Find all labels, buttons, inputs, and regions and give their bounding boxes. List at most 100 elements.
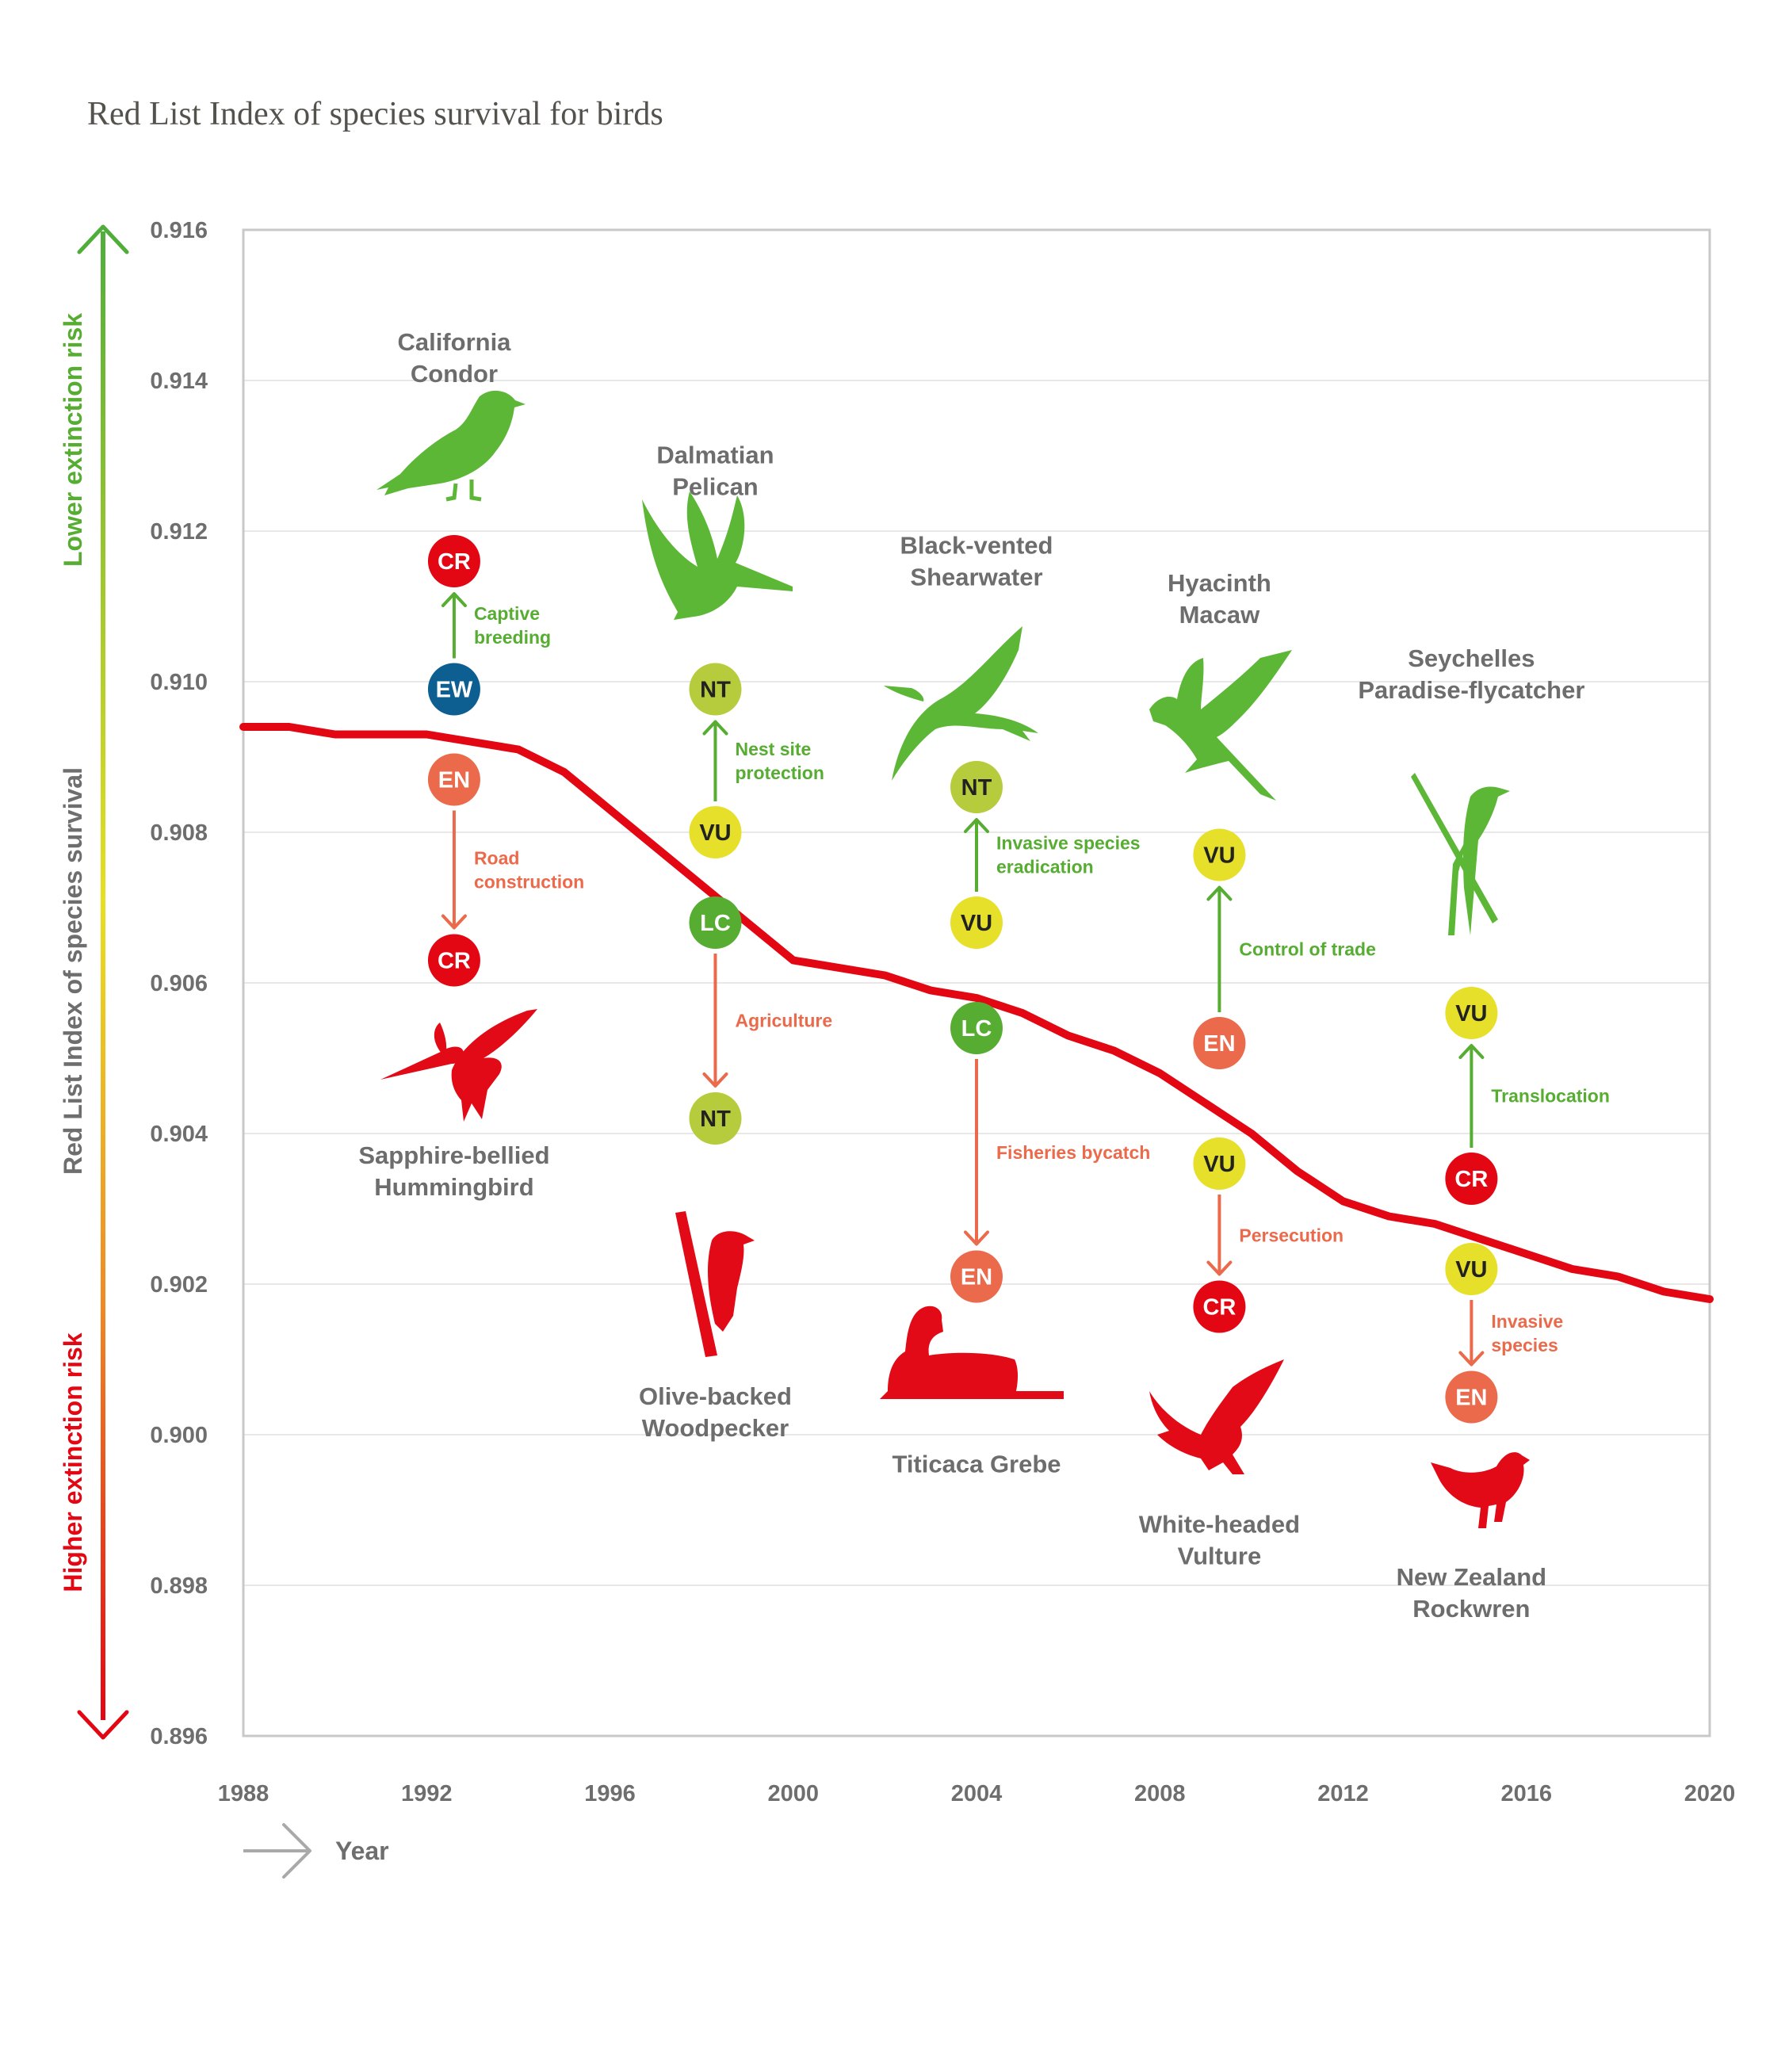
bird-name-label: Macaw	[1179, 601, 1261, 629]
action-label: Nest site	[735, 739, 811, 759]
action-label: Invasive species	[996, 833, 1141, 854]
bird-name-label: Woodpecker	[642, 1414, 789, 1442]
status-badge-label: VU	[1203, 843, 1235, 869]
status-badge-cr	[1193, 1280, 1246, 1333]
x-tick-label: 2012	[1317, 1781, 1369, 1806]
bird-name-label: Pelican	[672, 473, 759, 501]
annotation-down: LC EN Fisheries bycatch Titicaca Grebe	[892, 1002, 1150, 1478]
status-badge-label: NT	[700, 1107, 731, 1132]
x-tick-label: 2016	[1500, 1781, 1552, 1806]
california-condor-icon	[376, 390, 526, 502]
lower-risk-label: Lower extinction risk	[59, 313, 87, 567]
status-badge-lc	[689, 896, 742, 949]
annotation-up: EW CR Captive breeding California Condor	[397, 328, 551, 716]
status-badge-label: CR	[438, 549, 471, 575]
status-badge-nt	[950, 761, 1003, 813]
y-tick-label: 0.904	[150, 1122, 208, 1147]
status-badge-cr	[1445, 1153, 1498, 1205]
status-badge-vu	[689, 806, 742, 858]
lower-risk-arrowhead	[77, 224, 129, 254]
change-arrowhead-icon	[1458, 1044, 1485, 1059]
action-label: Control of trade	[1239, 939, 1376, 959]
status-change-annotations: EW CR Captive breeding California Condor EN CR R…	[358, 328, 1610, 1623]
action-label: Captive	[474, 603, 540, 624]
rli-trend-line	[239, 723, 1714, 1303]
status-badge-vu	[1193, 1137, 1246, 1190]
annotation-down: EN CR Road construction Sapphire-bellied Humm…	[358, 753, 584, 1201]
bird-name-label: Paradise-flycatcher	[1358, 676, 1584, 704]
action-label: Fisheries bycatch	[996, 1142, 1150, 1163]
change-arrowhead-icon	[441, 914, 467, 930]
y-tick-label: 0.896	[150, 1724, 208, 1749]
y-tick-labels: 0.896 0.898 0.900 0.902 0.904 0.906 0.908 0.910…	[150, 218, 208, 1749]
status-badge-label: EN	[438, 768, 470, 793]
status-badge-lc	[950, 1002, 1003, 1054]
x-tick-labels: 1988 1992 1996 2000 2004 2008 2012 2016 2020	[218, 1781, 1736, 1806]
annotation-down: VU EN Invasive species New Zealand Rockwren	[1397, 1243, 1563, 1623]
status-badge-label: LC	[961, 1016, 992, 1042]
action-label: construction	[474, 872, 584, 893]
status-badge-label: NT	[961, 775, 992, 801]
x-tick-label: 2008	[1134, 1781, 1186, 1806]
status-badge-label: VU	[699, 820, 731, 846]
status-badge-en	[427, 753, 480, 806]
bird-name-label: Seychelles	[1408, 644, 1535, 672]
status-badge-label: CR	[438, 949, 471, 974]
x-tick-label: 1996	[584, 1781, 636, 1806]
status-badge-vu	[1193, 828, 1246, 881]
year-arrow-icon	[282, 1823, 312, 1879]
bird-name-label: New Zealand	[1397, 1563, 1547, 1591]
bird-name-label: Olive-backed	[639, 1382, 792, 1410]
y-tick-label: 0.910	[150, 670, 208, 695]
x-tick-label: 1992	[401, 1781, 453, 1806]
titicaca-grebe-icon	[880, 1306, 1064, 1399]
status-badge-vu	[950, 896, 1003, 949]
change-arrowhead-icon	[1206, 1260, 1233, 1276]
bird-name-label: Dalmatian	[656, 442, 774, 469]
status-badge-vu	[1445, 987, 1498, 1039]
action-label: protection	[735, 763, 824, 783]
status-badge-label: EN	[1455, 1386, 1487, 1411]
annotation-up: EN VU Control of trade Hyacinth Macaw	[1168, 569, 1376, 1069]
dalmatian-pelican-icon	[642, 491, 793, 620]
annotation-down: VU CR Persecution White-headed Vulture	[1139, 1137, 1344, 1570]
status-badge-label: EW	[436, 678, 473, 703]
action-label: species	[1491, 1335, 1558, 1355]
status-badge-label: LC	[700, 911, 731, 936]
chart-title: Red List Index of species survival for b…	[87, 96, 663, 132]
y-axis-label: Red List Index of species survival	[59, 767, 87, 1175]
bird-name-label: Titicaca Grebe	[892, 1451, 1061, 1478]
x-tick-label: 1988	[218, 1781, 269, 1806]
status-badge-label: VU	[1455, 1001, 1487, 1026]
status-badge-nt	[689, 663, 742, 716]
change-arrowhead-icon	[1206, 885, 1233, 901]
annotation-down: LC NT Agriculture Olive-backed Woodpecker	[639, 896, 832, 1442]
bird-name-label: Rockwren	[1412, 1595, 1530, 1623]
change-arrowhead-icon	[702, 720, 728, 736]
bird-name-label: Shearwater	[910, 564, 1042, 591]
y-tick-label: 0.916	[150, 218, 208, 243]
status-badge-vu	[1445, 1243, 1498, 1295]
y-tick-label: 0.898	[150, 1573, 208, 1599]
y-tick-label: 0.906	[150, 971, 208, 996]
status-badge-label: VU	[1203, 1152, 1235, 1177]
bird-name-label: Condor	[411, 360, 498, 388]
action-label: Persecution	[1239, 1225, 1344, 1245]
change-arrowhead-icon	[441, 592, 467, 607]
x-tick-label: 2004	[951, 1781, 1003, 1806]
status-badge-cr	[427, 535, 480, 587]
olive-backed-woodpecker-icon	[675, 1211, 755, 1357]
change-arrowhead-icon	[964, 818, 989, 833]
status-badge-en	[1445, 1371, 1498, 1424]
higher-risk-arrowhead	[77, 1710, 129, 1740]
status-badge-cr	[427, 934, 480, 987]
status-badge-label: CR	[1454, 1167, 1488, 1192]
bird-name-label: Sapphire-bellied	[358, 1141, 549, 1169]
seychelles-paradise-flycatcher-icon	[1411, 773, 1510, 935]
status-badge-en	[950, 1250, 1003, 1303]
bird-name-label: Hyacinth	[1168, 569, 1271, 597]
annotation-up: VU NT Nest site protection Dalmatian Pelican	[656, 442, 824, 858]
bird-name-label: Black-vented	[900, 532, 1053, 560]
